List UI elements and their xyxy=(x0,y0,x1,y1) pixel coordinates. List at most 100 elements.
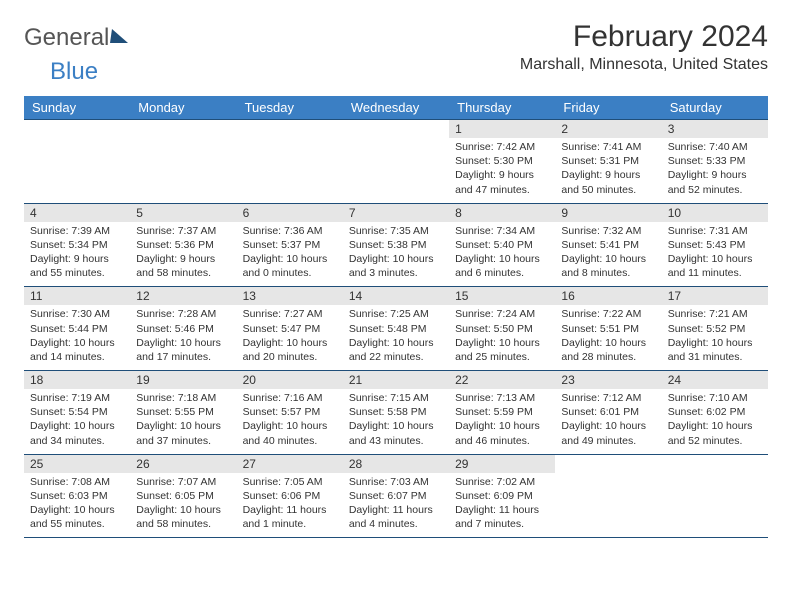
day-info: Sunrise: 7:42 AMSunset: 5:30 PMDaylight:… xyxy=(449,138,555,203)
sunset-line: Sunset: 5:41 PM xyxy=(561,238,655,252)
sunset-line: Sunset: 5:43 PM xyxy=(668,238,762,252)
day-info: Sunrise: 7:36 AMSunset: 5:37 PMDaylight:… xyxy=(237,222,343,287)
sunrise-line: Sunrise: 7:27 AM xyxy=(243,307,337,321)
day-number xyxy=(237,120,343,138)
day-info: Sunrise: 7:12 AMSunset: 6:01 PMDaylight:… xyxy=(555,389,661,454)
sunset-line: Sunset: 5:55 PM xyxy=(136,405,230,419)
sunrise-line: Sunrise: 7:37 AM xyxy=(136,224,230,238)
logo-word-1: General xyxy=(24,24,109,52)
sunrise-line: Sunrise: 7:40 AM xyxy=(668,140,762,154)
day-number: 3 xyxy=(662,120,768,138)
daylight-line: Daylight: 10 hours and 43 minutes. xyxy=(349,419,443,447)
calendar-row: 18Sunrise: 7:19 AMSunset: 5:54 PMDayligh… xyxy=(24,371,768,455)
calendar-cell: 27Sunrise: 7:05 AMSunset: 6:06 PMDayligh… xyxy=(237,454,343,538)
calendar-cell: 5Sunrise: 7:37 AMSunset: 5:36 PMDaylight… xyxy=(130,203,236,287)
daylight-line: Daylight: 10 hours and 14 minutes. xyxy=(30,336,124,364)
weekday-header: Monday xyxy=(130,96,236,120)
day-number xyxy=(343,120,449,138)
sunset-line: Sunset: 5:40 PM xyxy=(455,238,549,252)
sunset-line: Sunset: 6:01 PM xyxy=(561,405,655,419)
calendar-cell: 12Sunrise: 7:28 AMSunset: 5:46 PMDayligh… xyxy=(130,287,236,371)
sunset-line: Sunset: 5:58 PM xyxy=(349,405,443,419)
logo-triangle-icon xyxy=(110,29,130,43)
day-info: Sunrise: 7:32 AMSunset: 5:41 PMDaylight:… xyxy=(555,222,661,287)
calendar-cell: 16Sunrise: 7:22 AMSunset: 5:51 PMDayligh… xyxy=(555,287,661,371)
calendar-cell: 4Sunrise: 7:39 AMSunset: 5:34 PMDaylight… xyxy=(24,203,130,287)
day-info: Sunrise: 7:16 AMSunset: 5:57 PMDaylight:… xyxy=(237,389,343,454)
calendar-cell: 19Sunrise: 7:18 AMSunset: 5:55 PMDayligh… xyxy=(130,371,236,455)
sunset-line: Sunset: 5:47 PM xyxy=(243,322,337,336)
calendar-cell: 18Sunrise: 7:19 AMSunset: 5:54 PMDayligh… xyxy=(24,371,130,455)
day-number: 26 xyxy=(130,455,236,473)
daylight-line: Daylight: 10 hours and 58 minutes. xyxy=(136,503,230,531)
day-number: 18 xyxy=(24,371,130,389)
day-number: 14 xyxy=(343,287,449,305)
month-title: February 2024 xyxy=(520,20,768,54)
sunset-line: Sunset: 5:59 PM xyxy=(455,405,549,419)
calendar-cell: 3Sunrise: 7:40 AMSunset: 5:33 PMDaylight… xyxy=(662,120,768,204)
day-number: 11 xyxy=(24,287,130,305)
daylight-line: Daylight: 9 hours and 55 minutes. xyxy=(30,252,124,280)
daylight-line: Daylight: 10 hours and 3 minutes. xyxy=(349,252,443,280)
day-info: Sunrise: 7:40 AMSunset: 5:33 PMDaylight:… xyxy=(662,138,768,203)
calendar-cell: 9Sunrise: 7:32 AMSunset: 5:41 PMDaylight… xyxy=(555,203,661,287)
day-info xyxy=(555,473,661,533)
calendar-row: 4Sunrise: 7:39 AMSunset: 5:34 PMDaylight… xyxy=(24,203,768,287)
calendar-cell: 22Sunrise: 7:13 AMSunset: 5:59 PMDayligh… xyxy=(449,371,555,455)
location-text: Marshall, Minnesota, United States xyxy=(520,56,768,74)
sunset-line: Sunset: 6:09 PM xyxy=(455,489,549,503)
calendar-row: 1Sunrise: 7:42 AMSunset: 5:30 PMDaylight… xyxy=(24,120,768,204)
calendar-cell: 11 Sunrise: 7:30 AMSunset: 5:44 PMDayligh… xyxy=(24,287,130,371)
sunset-line: Sunset: 5:48 PM xyxy=(349,322,443,336)
calendar-cell: 13Sunrise: 7:27 AMSunset: 5:47 PMDayligh… xyxy=(237,287,343,371)
weekday-header: Tuesday xyxy=(237,96,343,120)
day-info: Sunrise: 7:28 AMSunset: 5:46 PMDaylight:… xyxy=(130,305,236,370)
sunrise-line: Sunrise: 7:32 AM xyxy=(561,224,655,238)
day-number: 1 xyxy=(449,120,555,138)
day-info: Sunrise: 7:10 AMSunset: 6:02 PMDaylight:… xyxy=(662,389,768,454)
calendar-cell: 21Sunrise: 7:15 AMSunset: 5:58 PMDayligh… xyxy=(343,371,449,455)
daylight-line: Daylight: 10 hours and 25 minutes. xyxy=(455,336,549,364)
day-number xyxy=(662,455,768,473)
day-info: Sunrise: 7:34 AMSunset: 5:40 PMDaylight:… xyxy=(449,222,555,287)
day-info xyxy=(343,138,449,198)
day-number: 13 xyxy=(237,287,343,305)
sunrise-line: Sunrise: 7:36 AM xyxy=(243,224,337,238)
daylight-line: Daylight: 10 hours and 49 minutes. xyxy=(561,419,655,447)
sunrise-line: Sunrise: 7:25 AM xyxy=(349,307,443,321)
weekday-header-row: SundayMondayTuesdayWednesdayThursdayFrid… xyxy=(24,96,768,120)
sunset-line: Sunset: 5:33 PM xyxy=(668,154,762,168)
sunrise-line: Sunrise: 7:24 AM xyxy=(455,307,549,321)
day-info xyxy=(237,138,343,198)
calendar-cell: 1Sunrise: 7:42 AMSunset: 5:30 PMDaylight… xyxy=(449,120,555,204)
calendar-row: 11Sunrise: 7:30 AMSunset: 5:44 PMDayligh… xyxy=(24,287,768,371)
sunset-line: Sunset: 6:07 PM xyxy=(349,489,443,503)
calendar-cell-empty xyxy=(555,454,661,538)
calendar-cell-empty xyxy=(24,120,130,204)
sunset-line: Sunset: 5:50 PM xyxy=(455,322,549,336)
sunset-line: Sunset: 5:57 PM xyxy=(243,405,337,419)
weekday-header: Friday xyxy=(555,96,661,120)
sunrise-line: Sunrise: 7:30 AM xyxy=(30,307,124,321)
sunrise-line: Sunrise: 7:34 AM xyxy=(455,224,549,238)
day-info: Sunrise: 7:41 AMSunset: 5:31 PMDaylight:… xyxy=(555,138,661,203)
day-info: Sunrise: 7:27 AMSunset: 5:47 PMDaylight:… xyxy=(237,305,343,370)
day-number: 28 xyxy=(343,455,449,473)
sunset-line: Sunset: 5:44 PM xyxy=(30,322,124,336)
day-info: Sunrise: 7:24 AMSunset: 5:50 PMDaylight:… xyxy=(449,305,555,370)
weekday-header: Sunday xyxy=(24,96,130,120)
day-number: 16 xyxy=(555,287,661,305)
calendar-cell: 24Sunrise: 7:10 AMSunset: 6:02 PMDayligh… xyxy=(662,371,768,455)
daylight-line: Daylight: 9 hours and 58 minutes. xyxy=(136,252,230,280)
calendar-cell-empty xyxy=(343,120,449,204)
calendar-cell: 29Sunrise: 7:02 AMSunset: 6:09 PMDayligh… xyxy=(449,454,555,538)
sunrise-line: Sunrise: 7:42 AM xyxy=(455,140,549,154)
weekday-header: Saturday xyxy=(662,96,768,120)
calendar-cell: 2Sunrise: 7:41 AMSunset: 5:31 PMDaylight… xyxy=(555,120,661,204)
day-info: Sunrise: 7:08 AMSunset: 6:03 PMDaylight:… xyxy=(24,473,130,538)
day-number: 29 xyxy=(449,455,555,473)
calendar-cell: 6Sunrise: 7:36 AMSunset: 5:37 PMDaylight… xyxy=(237,203,343,287)
day-info: Sunrise: 7:39 AMSunset: 5:34 PMDaylight:… xyxy=(24,222,130,287)
day-number: 24 xyxy=(662,371,768,389)
day-number: 19 xyxy=(130,371,236,389)
